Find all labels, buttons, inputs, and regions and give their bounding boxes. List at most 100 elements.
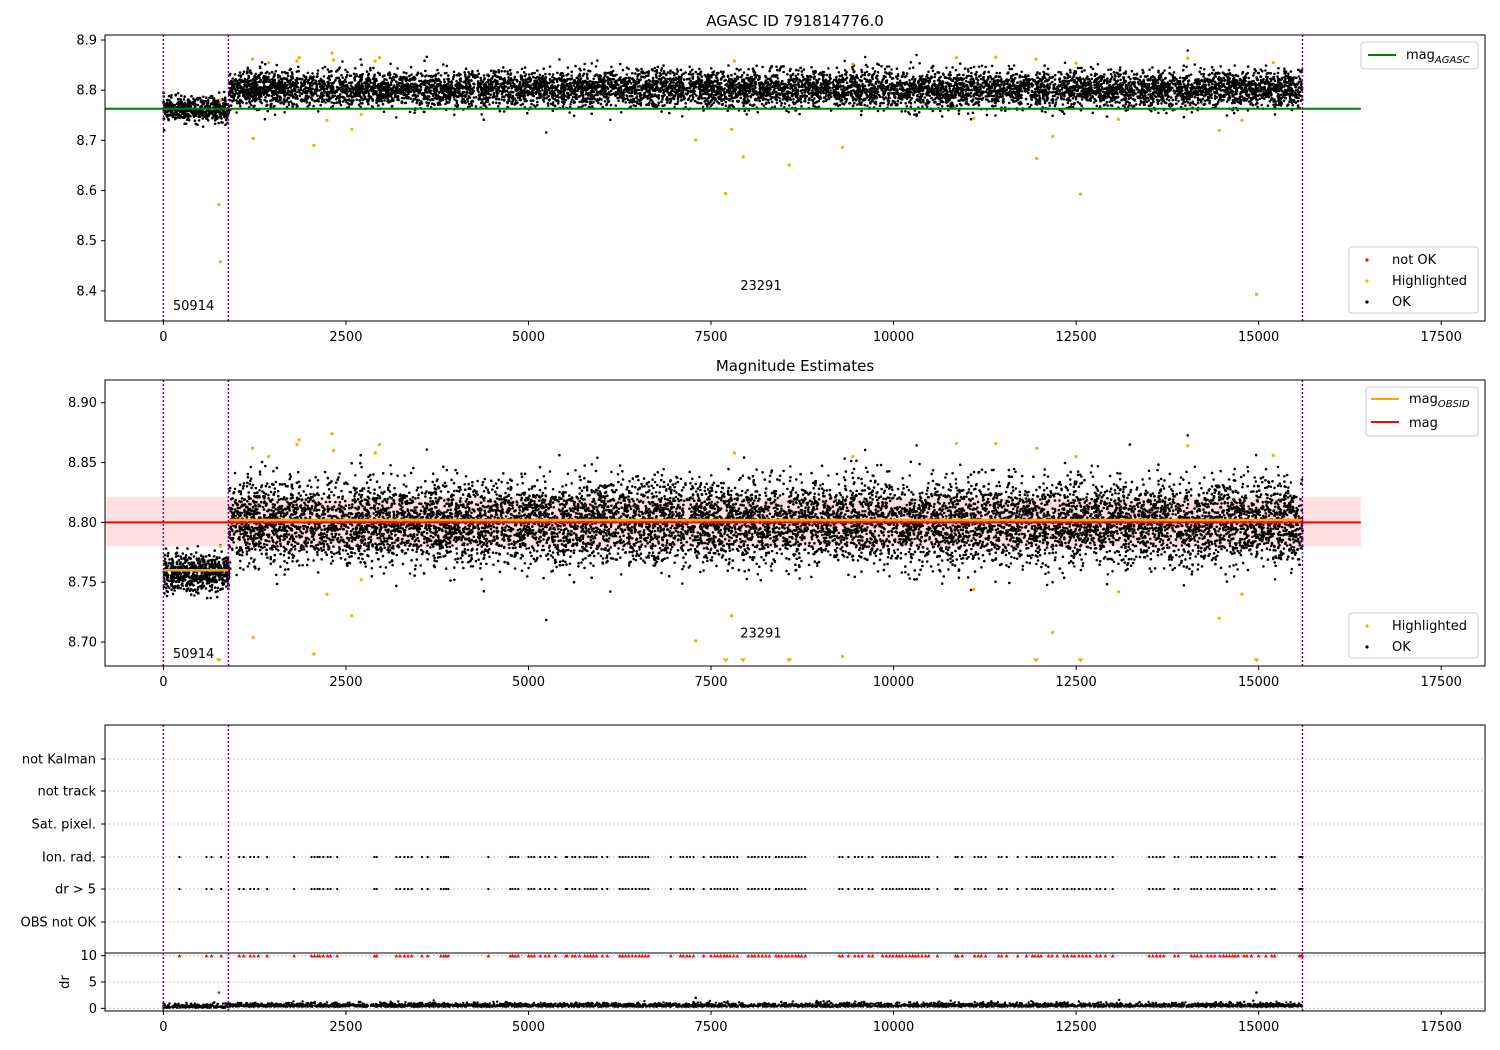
ok-point <box>1193 81 1196 85</box>
ok-point <box>651 79 655 82</box>
ok-point <box>625 73 628 76</box>
ok-point <box>835 66 839 69</box>
ok-point <box>1112 71 1116 74</box>
ok-point <box>1091 67 1095 71</box>
ok-point <box>170 96 173 99</box>
ok-point <box>800 92 804 95</box>
ok-point <box>453 98 456 101</box>
ok-point <box>629 105 632 108</box>
ok-point <box>222 90 226 94</box>
ok-point <box>978 94 982 97</box>
ok-point <box>175 116 179 119</box>
ok-point <box>482 118 486 121</box>
ok-point <box>681 115 684 118</box>
ok-point <box>775 65 778 68</box>
ok-point <box>856 103 859 106</box>
ok-point <box>1046 67 1050 71</box>
ok-point <box>798 112 801 116</box>
ok-point <box>444 102 447 106</box>
ok-point <box>797 69 800 72</box>
ok-point <box>1210 71 1214 75</box>
ok-point <box>223 102 226 106</box>
ok-point <box>467 95 471 98</box>
ok-point <box>303 79 306 82</box>
ok-point <box>1163 69 1166 72</box>
ok-point <box>266 103 269 107</box>
ok-point <box>1053 78 1057 81</box>
ok-point <box>1103 103 1107 106</box>
ok-point <box>549 90 552 94</box>
ok-point <box>190 101 194 104</box>
ok-point <box>497 97 501 101</box>
ok-point <box>1232 111 1236 115</box>
ok-point <box>413 111 416 115</box>
ok-point <box>213 104 217 107</box>
ok-point <box>170 94 173 97</box>
ok-point <box>288 79 292 83</box>
ok-point <box>174 117 177 121</box>
ok-point <box>1212 103 1215 107</box>
ok-point <box>911 66 915 69</box>
ok-point <box>965 83 969 87</box>
ok-point <box>555 80 559 83</box>
ok-point <box>546 102 550 105</box>
ok-point <box>1171 98 1175 102</box>
ok-point <box>170 110 173 113</box>
ok-point <box>1093 74 1097 78</box>
ok-point <box>627 76 630 79</box>
ok-point <box>480 113 484 116</box>
ok-point <box>1182 64 1185 67</box>
ok-point <box>1049 82 1052 85</box>
ok-point <box>190 94 193 98</box>
ok-point <box>197 119 201 122</box>
ok-point <box>1014 72 1018 76</box>
ok-point <box>1298 77 1302 81</box>
ok-point <box>660 100 663 103</box>
ok-point <box>538 73 542 77</box>
ok-point <box>905 105 909 108</box>
ok-point <box>1227 68 1231 72</box>
ok-point <box>956 73 959 77</box>
ok-point <box>745 113 749 116</box>
ok-point <box>1157 111 1160 115</box>
ok-point <box>657 101 661 105</box>
ok-point <box>330 101 334 104</box>
ok-point <box>571 95 575 99</box>
ok-point <box>810 66 813 69</box>
ok-point <box>594 65 598 68</box>
ok-point <box>800 85 804 88</box>
ok-point <box>1252 74 1255 77</box>
ok-point <box>551 84 554 87</box>
ok-point <box>206 113 210 116</box>
ok-point <box>239 105 242 108</box>
ok-point <box>873 70 877 73</box>
ok-point <box>1105 81 1109 85</box>
ok-point <box>792 97 795 101</box>
ok-point <box>206 103 209 107</box>
ok-point <box>526 111 529 115</box>
ok-point <box>467 102 471 106</box>
ok-point <box>341 100 345 103</box>
ok-point <box>1190 110 1194 114</box>
ok-point <box>205 96 208 99</box>
ok-point <box>345 75 348 79</box>
mid-chart-title: Magnitude Estimates <box>716 357 874 375</box>
ok-point <box>669 69 672 72</box>
ok-point <box>675 72 679 75</box>
ok-point <box>224 114 228 118</box>
ok-point <box>780 101 783 105</box>
ok-point <box>277 76 280 79</box>
ok-point <box>895 75 898 78</box>
ok-point <box>205 117 208 120</box>
ok-point <box>776 77 780 80</box>
ok-point <box>1266 104 1270 107</box>
ok-point <box>511 94 515 98</box>
ok-point <box>316 110 320 113</box>
ok-point <box>189 105 193 108</box>
ok-point <box>859 113 863 117</box>
ok-point <box>703 97 707 100</box>
ok-point <box>258 73 261 77</box>
ok-point <box>227 104 231 108</box>
ok-point <box>317 100 321 103</box>
ok-point <box>549 81 552 84</box>
